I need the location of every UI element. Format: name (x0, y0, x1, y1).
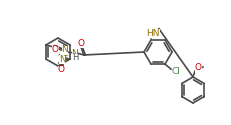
Text: N: N (72, 48, 78, 58)
Text: H: H (72, 54, 78, 62)
Text: O: O (195, 64, 201, 72)
Text: O: O (58, 66, 65, 74)
Text: HN: HN (146, 29, 160, 38)
Text: O: O (52, 46, 59, 54)
Text: Cl: Cl (172, 67, 180, 76)
Text: O: O (77, 38, 84, 48)
Text: +: + (62, 54, 68, 60)
Text: -: - (56, 42, 58, 51)
Text: N: N (61, 46, 68, 54)
Text: N: N (59, 54, 66, 64)
